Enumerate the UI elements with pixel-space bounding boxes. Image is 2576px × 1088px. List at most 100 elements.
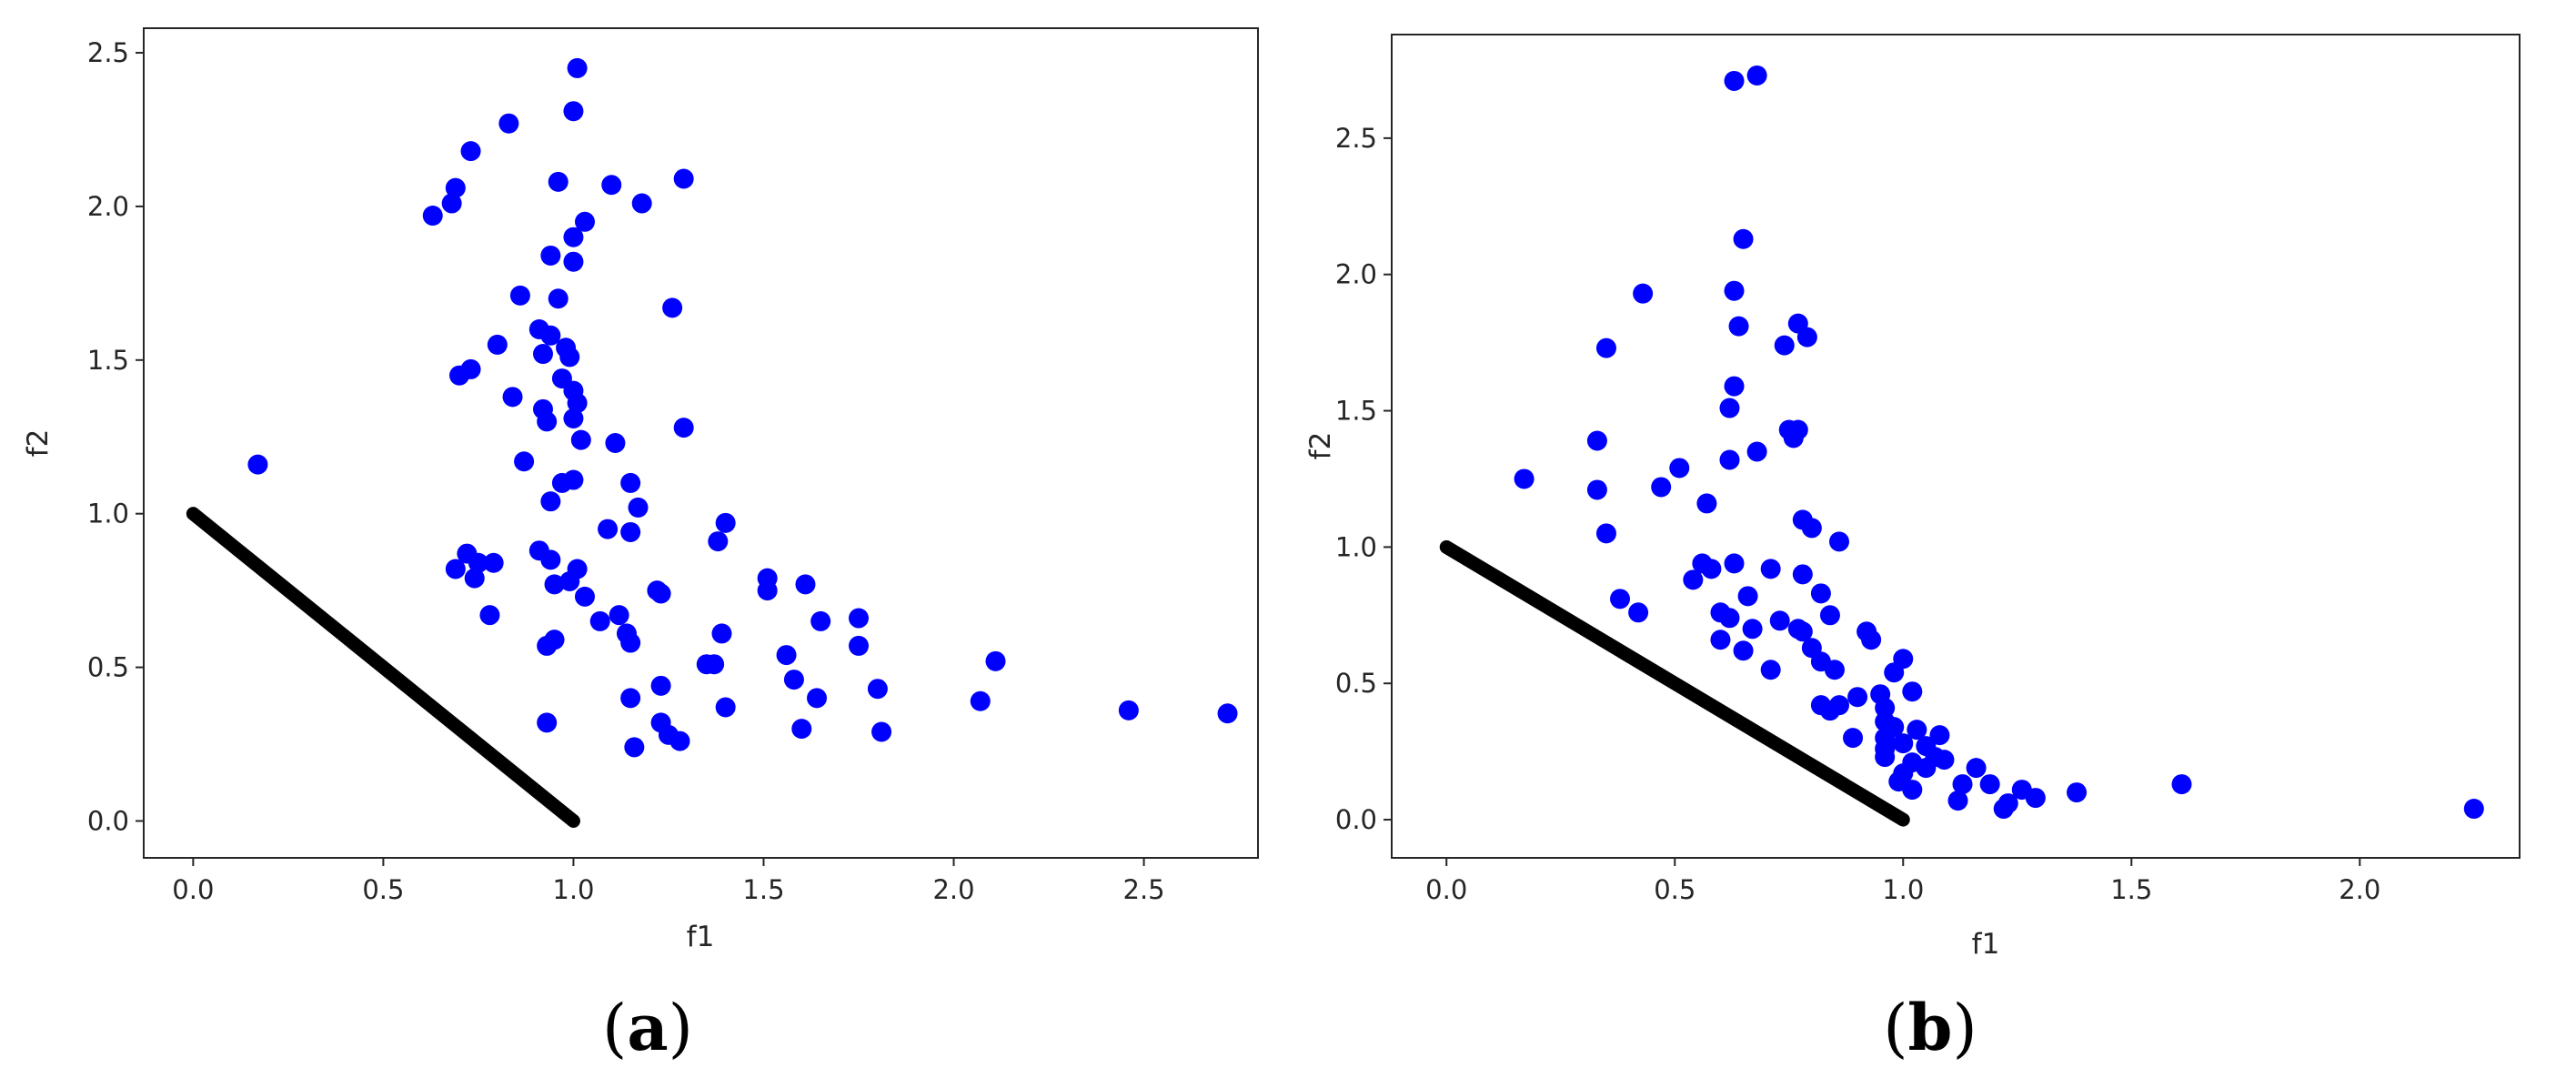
panel-a-ticks: 0.0 0.5 1.0 1.5 2.0 2.5 0.0 0.5 1.0 1.5 2.0 2.5 — [87, 37, 1165, 905]
panel-b-data-point — [1746, 441, 1767, 462]
panel-b-data-point — [1710, 630, 1731, 650]
panel-b-label: (b) — [1883, 990, 1977, 1065]
panel-b-data-point — [1875, 747, 1896, 768]
panel-a-data-point — [624, 737, 645, 758]
panel-a-data-point — [589, 610, 610, 631]
panel-a-data-point — [620, 632, 641, 653]
panel-a-data-point — [574, 586, 595, 607]
panel-a-x-tick-label: 2.0 — [932, 874, 974, 905]
panel-b-data-point — [1683, 569, 1704, 590]
panel-b-data-point — [1760, 660, 1781, 680]
panel-b-data-point — [1979, 774, 2000, 795]
panel-a-data-point — [563, 251, 584, 272]
panel-b-data-point — [1728, 316, 1749, 337]
panel-a-data-point — [537, 411, 558, 432]
panel-a-data-point — [650, 675, 671, 696]
panel-a-data-point — [540, 325, 561, 346]
panel-a-data-point — [631, 193, 652, 214]
panel-a-data-point — [620, 472, 641, 493]
panel-a-y-tick-label: 1.0 — [87, 499, 129, 529]
panel-a-data-point — [570, 429, 591, 450]
panel-a-x-axis-title: f1 — [687, 921, 715, 953]
panel-a-label-letter: a — [627, 990, 668, 1065]
panel-a-data-point — [708, 531, 729, 552]
panel-b-data-point — [1724, 280, 1745, 301]
panel-a-y-tick-label: 0.0 — [87, 805, 129, 836]
panel-a-scatter-chart: 0.0 0.5 1.0 1.5 2.0 2.50.00.51.01.52.02.5 f1 … — [22, 27, 1259, 1065]
panel-b-data-point — [1847, 687, 1868, 708]
panel-b-data-point — [1952, 774, 1973, 795]
panel-a-data-point — [620, 688, 641, 709]
panel-a-data-point — [567, 57, 588, 78]
panel-a-data-point — [540, 549, 561, 570]
panel-a-x-tick-label: 2.5 — [1123, 874, 1165, 905]
panel-a-data-point — [791, 719, 812, 740]
panel-b-plot-frame — [1391, 34, 2521, 859]
panel-b-data-point — [1696, 493, 1717, 514]
panel-a-y-axis-title: f2 — [22, 429, 55, 458]
panel-a-x-tick-label: 1.5 — [742, 874, 784, 905]
panel-b-y-tick-label: 1.0 — [1335, 531, 1377, 562]
panel-a-data-point — [757, 580, 778, 601]
panel-b-data-point — [1947, 791, 1968, 811]
panel-a-data-point — [1217, 703, 1238, 724]
panel-a-data-point — [609, 605, 629, 626]
panel-b-data-point — [1742, 619, 1763, 640]
panel-b-data-point — [1586, 430, 1607, 451]
panel-b-y-axis-title: f2 — [1304, 432, 1337, 460]
panel-b-data-point — [1884, 662, 1905, 683]
panel-a-data-point — [704, 654, 725, 675]
panel-a-data-point — [247, 454, 268, 475]
panel-b-data-point — [1724, 553, 1745, 574]
panel-a-data-point — [498, 113, 519, 134]
panel-a-label-close: ) — [669, 991, 693, 1065]
panel-b-data-point — [1801, 518, 1822, 539]
panel-a-x-tick-label: 1.0 — [552, 874, 594, 905]
panel-b-data-point — [1586, 479, 1607, 500]
panel-b-label-close: ) — [1952, 991, 1977, 1065]
panel-b-data-point — [2025, 788, 2046, 809]
panel-a-plot-frame — [143, 27, 1259, 859]
panel-b-data-point — [1724, 376, 1745, 397]
panel-a-data-point — [849, 635, 870, 656]
panel-a-data-point — [567, 393, 588, 414]
panel-b-label-letter: b — [1908, 990, 1953, 1065]
panel-b-data-point — [1828, 531, 1849, 552]
panel-b-y-tick-label: 0.0 — [1335, 804, 1377, 835]
panel-a-data-point — [776, 645, 797, 666]
panel-b-data-point — [1819, 605, 1840, 626]
panel-a-data-point — [1118, 700, 1139, 720]
panel-b-data-point — [1993, 799, 2014, 820]
panel-a-data-point — [662, 297, 683, 318]
panel-b-x-tick-label: 1.5 — [2110, 874, 2152, 905]
panel-a-data-point — [483, 552, 504, 573]
panel-b-data-point — [1610, 589, 1631, 609]
panel-b-data-point — [1514, 468, 1535, 489]
panel-a-data-point — [540, 245, 561, 266]
panel-b-data-point — [1774, 335, 1795, 356]
panel-a-y-tick-label: 1.5 — [87, 345, 129, 376]
panel-a-data-point — [867, 679, 888, 700]
panel-b-data-point — [1861, 630, 1882, 650]
panel-a-data-point — [601, 175, 622, 196]
panel-a-data-point — [598, 519, 619, 539]
panel-b-data-point — [1719, 608, 1740, 629]
panel-b-data-point — [1595, 337, 1616, 358]
panel-a-y-tick-label: 0.5 — [87, 652, 129, 683]
panel-a-data-point — [628, 497, 649, 518]
panel-b-data-point — [1651, 477, 1672, 498]
panel-b-data-point — [1595, 523, 1616, 544]
panel-b-data-point — [2463, 799, 2484, 820]
panel-a-data-point — [711, 623, 732, 644]
panel-b-data-point — [1733, 640, 1754, 661]
panel-b-data-point — [1966, 758, 1987, 779]
panel-a-data-point — [514, 451, 535, 472]
panel-a-data-point — [669, 730, 690, 751]
panel-b-ticks: 0.0 0.5 1.0 1.5 2.0 0.0 0.5 1.0 1.5 2.0 2.5 — [1335, 123, 2380, 905]
panel-b-data-point — [1733, 228, 1754, 249]
panel-a-data-point — [559, 571, 580, 591]
panel-a-data-point — [464, 568, 485, 589]
panel-a-data-point — [548, 171, 569, 192]
panel-a-data-point — [985, 650, 1006, 671]
